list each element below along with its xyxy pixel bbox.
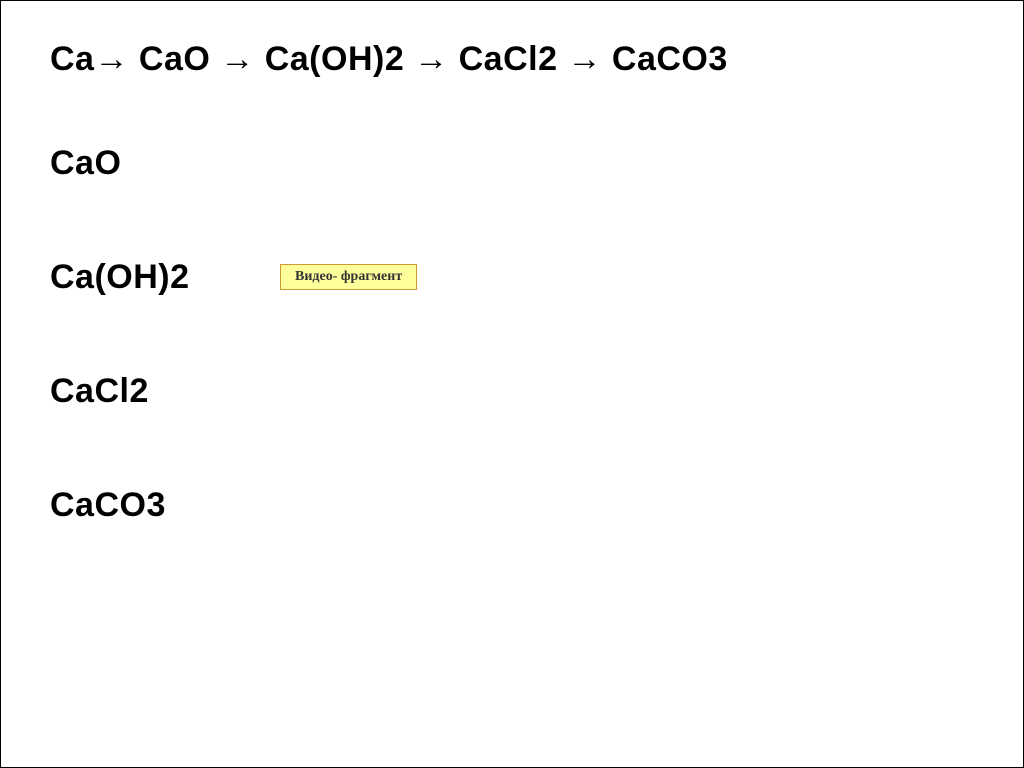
slide-border <box>0 0 1024 768</box>
video-fragment-button[interactable]: Видео- фрагмент <box>280 264 417 290</box>
